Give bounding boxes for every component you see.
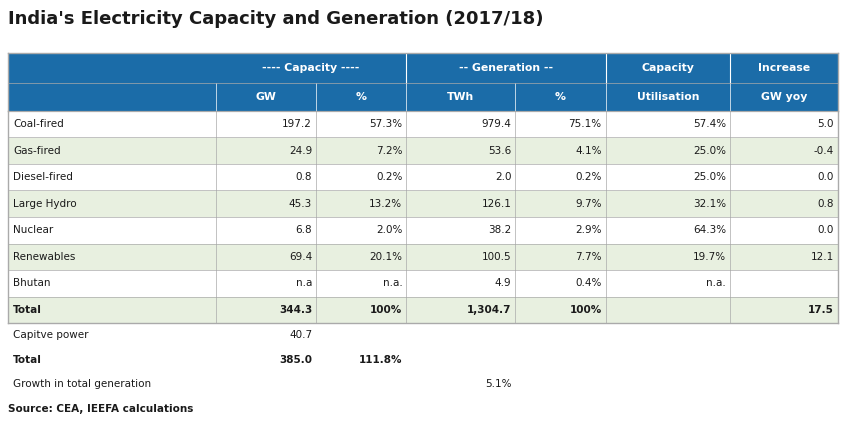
Text: 9.7%: 9.7% bbox=[575, 199, 602, 209]
Text: 100%: 100% bbox=[569, 305, 602, 315]
Text: 0.0: 0.0 bbox=[817, 225, 834, 235]
Text: Total: Total bbox=[13, 305, 41, 315]
Text: 0.4%: 0.4% bbox=[575, 278, 602, 288]
Text: 2.9%: 2.9% bbox=[575, 225, 602, 235]
Text: Total: Total bbox=[13, 355, 41, 365]
Bar bbox=[8, 244, 838, 270]
Text: %: % bbox=[356, 92, 367, 102]
Text: Gas-fired: Gas-fired bbox=[13, 146, 61, 156]
Text: 0.2%: 0.2% bbox=[575, 172, 602, 182]
Text: 64.3%: 64.3% bbox=[693, 225, 726, 235]
Bar bbox=[8, 297, 838, 323]
Text: 45.3: 45.3 bbox=[288, 199, 312, 209]
Text: Capacity: Capacity bbox=[641, 63, 695, 73]
Text: 24.9: 24.9 bbox=[288, 146, 312, 156]
Bar bbox=[8, 323, 838, 347]
Text: 100.5: 100.5 bbox=[481, 252, 511, 262]
Text: 13.2%: 13.2% bbox=[369, 199, 403, 209]
Text: 19.7%: 19.7% bbox=[693, 252, 726, 262]
Text: GW: GW bbox=[255, 92, 277, 102]
Bar bbox=[8, 372, 838, 396]
Text: ---- Capacity ----: ---- Capacity ---- bbox=[262, 63, 360, 73]
Text: n.a.: n.a. bbox=[706, 278, 726, 288]
Text: 75.1%: 75.1% bbox=[569, 119, 602, 129]
Text: -0.4: -0.4 bbox=[814, 146, 834, 156]
Text: 344.3: 344.3 bbox=[279, 305, 312, 315]
Bar bbox=[8, 137, 838, 164]
Text: India's Electricity Capacity and Generation (2017/18): India's Electricity Capacity and Generat… bbox=[8, 10, 543, 28]
Text: 0.0: 0.0 bbox=[817, 172, 834, 182]
Text: 6.8: 6.8 bbox=[295, 225, 312, 235]
Text: 17.5: 17.5 bbox=[808, 305, 834, 315]
Text: TWh: TWh bbox=[448, 92, 475, 102]
Text: Coal-fired: Coal-fired bbox=[13, 119, 63, 129]
Text: 100%: 100% bbox=[371, 305, 403, 315]
Text: 12.1: 12.1 bbox=[810, 252, 834, 262]
Bar bbox=[8, 83, 838, 111]
Text: 979.4: 979.4 bbox=[481, 119, 511, 129]
Text: 25.0%: 25.0% bbox=[693, 172, 726, 182]
Text: 69.4: 69.4 bbox=[288, 252, 312, 262]
Text: Renewables: Renewables bbox=[13, 252, 75, 262]
Text: 1,304.7: 1,304.7 bbox=[467, 305, 511, 315]
Text: 57.4%: 57.4% bbox=[693, 119, 726, 129]
Text: 20.1%: 20.1% bbox=[370, 252, 403, 262]
Text: 53.6: 53.6 bbox=[488, 146, 511, 156]
Text: 2.0: 2.0 bbox=[495, 172, 511, 182]
Text: GW yoy: GW yoy bbox=[761, 92, 807, 102]
Text: 126.1: 126.1 bbox=[481, 199, 511, 209]
Text: Nuclear: Nuclear bbox=[13, 225, 53, 235]
Bar bbox=[8, 217, 838, 244]
Text: 2.0%: 2.0% bbox=[376, 225, 403, 235]
Text: Diesel-fired: Diesel-fired bbox=[13, 172, 73, 182]
Text: %: % bbox=[555, 92, 566, 102]
Text: Large Hydro: Large Hydro bbox=[13, 199, 77, 209]
Text: 4.1%: 4.1% bbox=[575, 146, 602, 156]
Text: Increase: Increase bbox=[758, 63, 810, 73]
Text: Growth in total generation: Growth in total generation bbox=[13, 379, 151, 389]
Text: 385.0: 385.0 bbox=[279, 355, 312, 365]
Text: 7.2%: 7.2% bbox=[376, 146, 403, 156]
Text: 111.8%: 111.8% bbox=[359, 355, 403, 365]
Text: Utilisation: Utilisation bbox=[636, 92, 699, 102]
Bar bbox=[8, 190, 838, 217]
Text: Capitve power: Capitve power bbox=[13, 330, 89, 340]
Text: 32.1%: 32.1% bbox=[693, 199, 726, 209]
Text: 7.7%: 7.7% bbox=[575, 252, 602, 262]
Text: 57.3%: 57.3% bbox=[369, 119, 403, 129]
Text: n.a.: n.a. bbox=[382, 278, 403, 288]
Bar bbox=[8, 347, 838, 372]
Bar bbox=[8, 111, 838, 137]
Text: 38.2: 38.2 bbox=[488, 225, 511, 235]
Text: 0.8: 0.8 bbox=[817, 199, 834, 209]
Text: 0.2%: 0.2% bbox=[376, 172, 403, 182]
Text: 4.9: 4.9 bbox=[495, 278, 511, 288]
Text: 5.0: 5.0 bbox=[817, 119, 834, 129]
Bar bbox=[8, 53, 838, 83]
Text: 25.0%: 25.0% bbox=[693, 146, 726, 156]
Text: -- Generation --: -- Generation -- bbox=[459, 63, 553, 73]
Bar bbox=[8, 164, 838, 190]
Text: 40.7: 40.7 bbox=[289, 330, 312, 340]
Text: Bhutan: Bhutan bbox=[13, 278, 51, 288]
Text: Source: CEA, IEEFA calculations: Source: CEA, IEEFA calculations bbox=[8, 404, 194, 413]
Text: n.a: n.a bbox=[296, 278, 312, 288]
Text: 197.2: 197.2 bbox=[283, 119, 312, 129]
Text: 5.1%: 5.1% bbox=[485, 379, 511, 389]
Bar bbox=[8, 270, 838, 297]
Text: 0.8: 0.8 bbox=[295, 172, 312, 182]
